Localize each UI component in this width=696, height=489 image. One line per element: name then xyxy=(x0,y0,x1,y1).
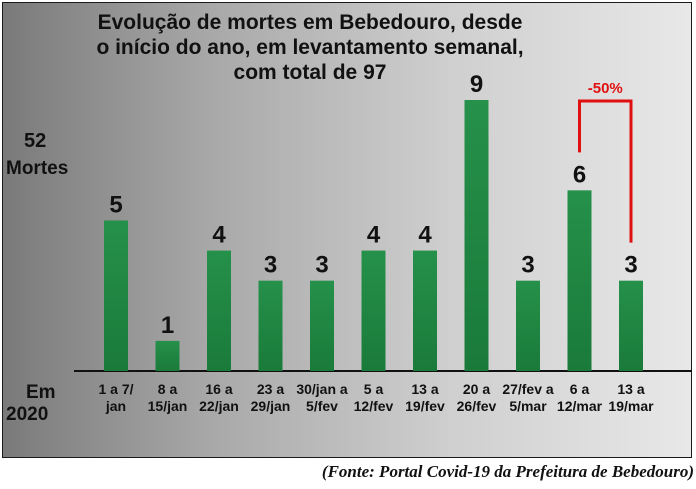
x-tick-label: 27/fev a xyxy=(502,381,554,397)
x-tick-label: 26/fev xyxy=(457,398,497,414)
x-tick-label: 29/jan xyxy=(251,398,291,414)
x-tick-label: 23 a xyxy=(257,381,284,397)
x-tick-label: 19/mar xyxy=(608,398,654,414)
x-tick-label: 22/jan xyxy=(199,398,239,414)
chart-title-line-2: o início do ano, em levantamento semanal… xyxy=(96,36,524,59)
bar-value-label: 3 xyxy=(264,252,277,279)
change-annotation-label: -50% xyxy=(588,80,623,97)
x-tick-label: 13 a xyxy=(411,381,438,397)
bar-3 xyxy=(207,250,231,371)
bar-1 xyxy=(104,220,128,371)
bar-value-label: 6 xyxy=(573,161,586,188)
x-tick-label: 30/jan a xyxy=(296,381,348,397)
x-tick-label: 16 a xyxy=(205,381,232,397)
x-tick-label: 5/mar xyxy=(509,398,547,414)
x-tick-label: 5 a xyxy=(364,381,384,397)
x-axis-label-line-2: 2020 xyxy=(6,404,49,425)
bar-10 xyxy=(567,190,592,371)
y-axis-value: 52 xyxy=(24,130,47,152)
bar-value-label: 5 xyxy=(109,191,122,218)
chart-title-line-3: com total de 97 xyxy=(233,61,387,84)
bar-11 xyxy=(619,280,643,371)
bar-value-label: 1 xyxy=(161,312,174,339)
x-tick-label: jan xyxy=(105,398,126,414)
bar-9 xyxy=(516,280,540,371)
bar-5 xyxy=(310,280,334,371)
bar-value-label: 4 xyxy=(418,222,432,249)
x-tick-label: 8 a xyxy=(158,381,178,397)
bar-value-label: 4 xyxy=(367,222,381,249)
change-bracket xyxy=(578,99,633,243)
bar-4 xyxy=(258,280,283,371)
y-axis-unit: Mortes xyxy=(6,158,69,179)
source-note: (Fonte: Portal Covid-19 da Prefeitura de… xyxy=(321,462,694,481)
bar-7 xyxy=(413,250,437,371)
x-axis-label-line-1: Em xyxy=(26,382,56,403)
bar-6 xyxy=(361,250,386,371)
x-tick-label: 6 a xyxy=(570,381,590,397)
x-tick-label: 20 a xyxy=(463,381,490,397)
x-tick-label: 5/fev xyxy=(306,398,338,414)
x-tick-label: 15/jan xyxy=(148,398,188,414)
bar-2 xyxy=(155,340,180,371)
bar-value-label: 3 xyxy=(521,252,534,279)
x-tick-label: 12/fev xyxy=(354,398,394,414)
bar-value-label: 3 xyxy=(315,252,328,279)
bar-value-label: 9 xyxy=(470,71,483,98)
bar-8 xyxy=(464,100,489,371)
bar-value-label: 4 xyxy=(212,222,226,249)
bar-value-label: 3 xyxy=(624,252,637,279)
x-tick-label: 1 a 7/ xyxy=(98,381,133,397)
x-tick-label: 19/fev xyxy=(405,398,445,414)
x-tick-label: 13 a xyxy=(617,381,644,397)
chart-title-line-1: Evolução de mortes em Bebedouro, desde xyxy=(97,11,523,34)
x-tick-label: 12/mar xyxy=(557,398,603,414)
